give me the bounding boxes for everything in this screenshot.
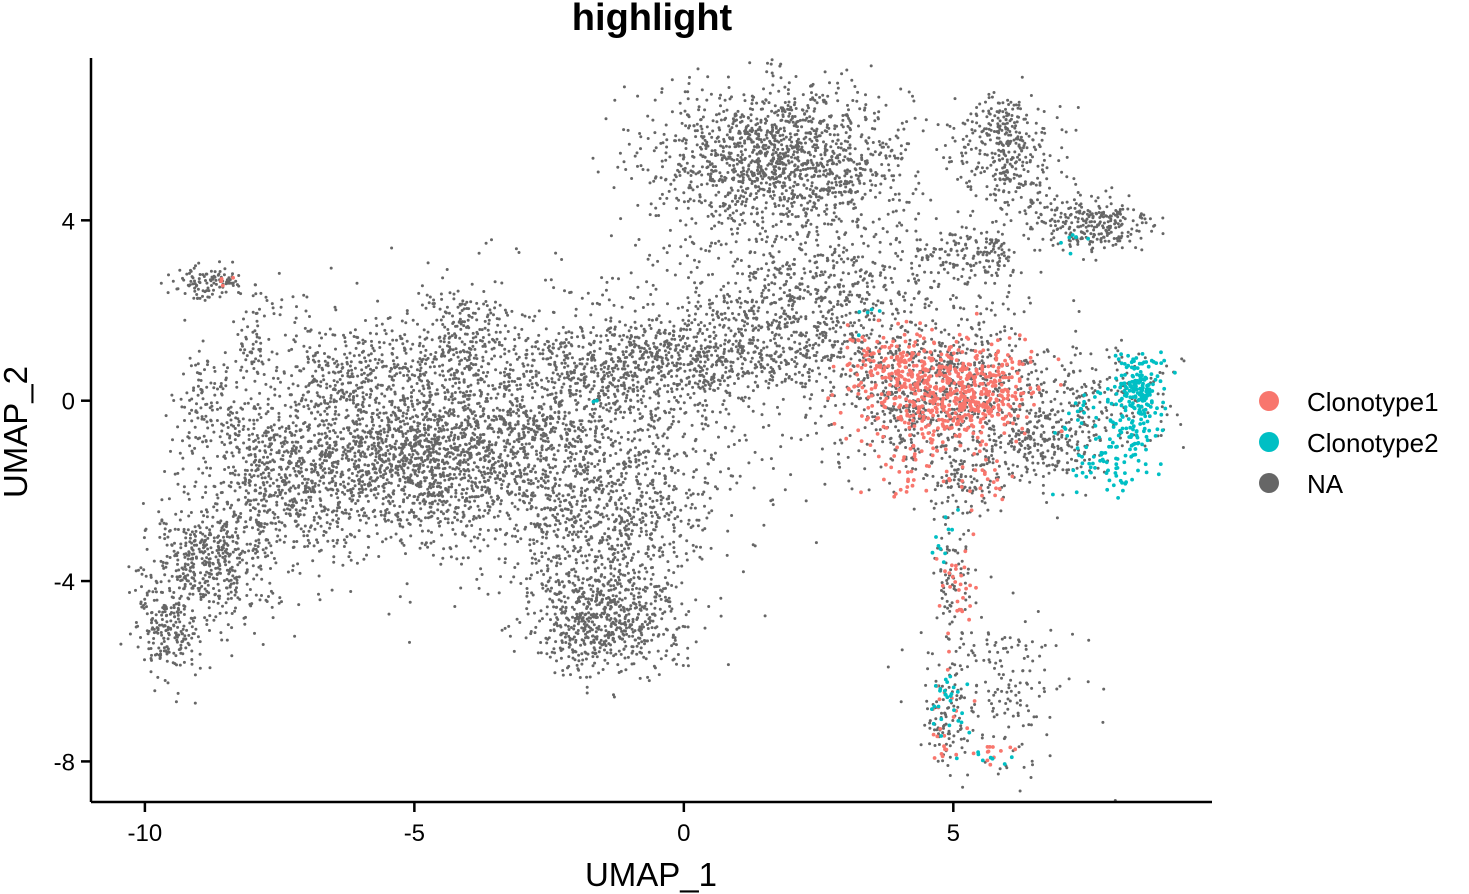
- point-cluster: [393, 301, 860, 422]
- points-layer: [119, 58, 1186, 802]
- point-cluster: [119, 572, 211, 705]
- x-axis-label: UMAP_1: [585, 856, 717, 893]
- legend-item: NA: [1259, 469, 1344, 499]
- y-axis-ticks: -8 -4 0 4: [54, 208, 91, 776]
- legend-item: Clonotype1: [1259, 387, 1439, 417]
- legend-label: NA: [1307, 469, 1344, 499]
- legend-swatch: [1259, 432, 1279, 452]
- chart-title: highlight: [572, 0, 733, 39]
- legend-label: Clonotype1: [1307, 387, 1439, 417]
- point-cluster: [549, 166, 1076, 405]
- y-tick-label: 0: [62, 389, 75, 416]
- point-cluster: [1059, 233, 1090, 256]
- point-cluster: [1051, 446, 1161, 500]
- point-cluster: [235, 266, 477, 445]
- series-clonotype2: [591, 233, 1177, 766]
- point-cluster: [216, 347, 659, 567]
- point-cluster: [1028, 310, 1186, 463]
- y-tick-label: 4: [62, 208, 75, 235]
- point-cluster: [900, 75, 1080, 204]
- point-cluster: [1053, 376, 1127, 458]
- series-na: [119, 58, 1186, 802]
- point-cluster: [996, 182, 1165, 262]
- x-tick-label: -5: [404, 820, 425, 847]
- y-tick-label: -8: [54, 749, 75, 776]
- point-cluster: [846, 318, 949, 395]
- series-clonotype1: [219, 275, 1064, 767]
- y-axis-label: UMAP_2: [0, 366, 34, 498]
- point-cluster: [886, 575, 1117, 802]
- point-cluster: [237, 217, 913, 644]
- point-cluster: [219, 275, 236, 288]
- point-cluster: [856, 307, 882, 338]
- point-cluster: [952, 379, 1129, 520]
- point-cluster: [465, 453, 734, 640]
- x-tick-label: 5: [947, 820, 960, 847]
- legend-item: Clonotype2: [1259, 428, 1439, 458]
- x-tick-label: -10: [128, 820, 163, 847]
- x-axis-ticks: -10 -5 0 5: [128, 802, 960, 847]
- point-cluster: [127, 480, 303, 670]
- point-cluster: [270, 271, 338, 348]
- point-cluster: [232, 292, 278, 392]
- legend-swatch: [1259, 391, 1279, 411]
- point-cluster: [934, 532, 978, 654]
- x-tick-label: 0: [677, 820, 690, 847]
- point-cluster: [930, 674, 972, 738]
- point-cluster: [375, 241, 547, 445]
- legend: Clonotype1 Clonotype2 NA: [1259, 387, 1439, 499]
- y-tick-label: -4: [54, 569, 75, 596]
- point-cluster: [930, 508, 960, 564]
- point-cluster: [931, 667, 977, 760]
- point-cluster: [954, 750, 1014, 766]
- point-cluster: [895, 219, 1043, 290]
- point-cluster: [956, 107, 1076, 274]
- point-cluster: [898, 441, 1016, 521]
- point-cluster: [919, 667, 969, 767]
- point-cluster: [932, 493, 978, 694]
- point-cluster: [170, 339, 250, 464]
- point-cluster: [826, 311, 1061, 470]
- point-cluster: [896, 332, 1064, 447]
- point-cluster: [947, 452, 1015, 513]
- legend-label: Clonotype2: [1307, 428, 1439, 458]
- point-cluster: [591, 58, 991, 278]
- point-cluster: [159, 260, 263, 302]
- point-cluster: [497, 534, 730, 699]
- legend-swatch: [1259, 473, 1279, 493]
- point-cluster: [971, 745, 1018, 767]
- point-cluster: [859, 433, 949, 499]
- point-cluster: [591, 398, 599, 404]
